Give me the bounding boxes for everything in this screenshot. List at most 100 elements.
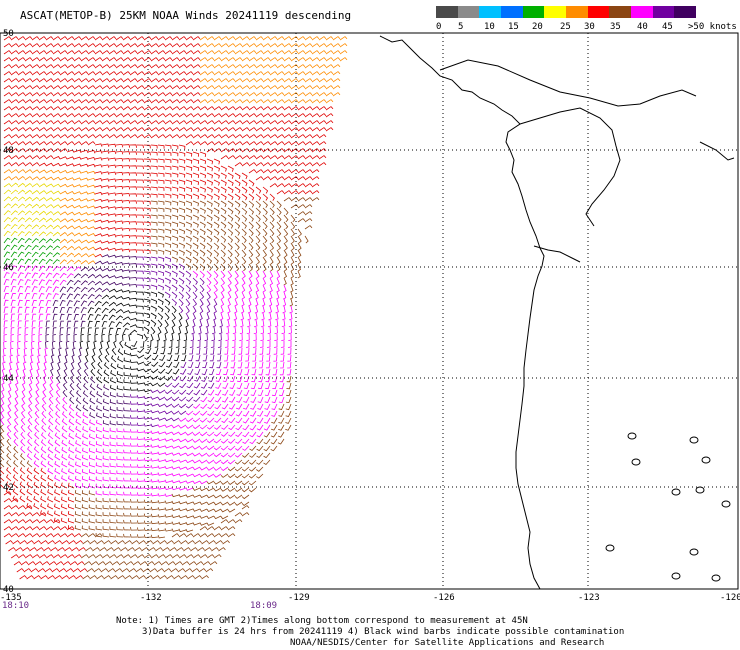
wind-barb — [94, 120, 103, 125]
wind-barb — [136, 513, 145, 517]
wind-barb — [17, 175, 26, 181]
wind-barb — [38, 197, 47, 202]
wind-barb — [136, 436, 145, 440]
wind-barb — [178, 410, 187, 416]
wind-barb — [227, 519, 236, 524]
wind-barb — [290, 113, 299, 118]
wind-barb — [242, 424, 250, 431]
wind-barb — [143, 485, 152, 490]
wind-barb — [185, 480, 194, 484]
wind-barb — [332, 85, 341, 90]
wind-barb — [115, 262, 124, 266]
wind-barb — [248, 92, 257, 97]
wind-barb — [227, 242, 233, 250]
wind-barb — [185, 186, 193, 192]
wind-barb — [62, 389, 68, 398]
wind-barb — [122, 322, 131, 328]
wind-barb — [89, 540, 97, 545]
wind-barb — [115, 92, 124, 97]
wind-barb — [283, 85, 292, 90]
wind-barb — [206, 134, 215, 139]
wind-barb — [10, 334, 14, 341]
wind-barb — [297, 155, 306, 160]
wind-barb — [262, 249, 268, 258]
time-end-label: 18:09 — [250, 601, 278, 611]
wind-barb — [266, 341, 271, 348]
wind-barb — [256, 445, 264, 452]
wind-barb — [206, 298, 211, 307]
wind-barb — [130, 401, 138, 405]
wind-barb — [59, 85, 68, 90]
wind-barb — [54, 575, 62, 580]
wind-barb — [94, 274, 103, 279]
wind-barb — [283, 284, 287, 293]
wind-barb — [80, 225, 89, 230]
wind-barb — [171, 99, 180, 104]
wind-barb — [73, 149, 82, 153]
wind-barb — [75, 440, 82, 447]
wind-barb — [290, 120, 299, 125]
wind-barb — [208, 375, 215, 382]
wind-barb — [38, 293, 45, 300]
wind-barb — [286, 375, 292, 383]
wind-barb — [95, 448, 103, 454]
wind-barb — [95, 469, 103, 475]
wind-barb — [241, 249, 247, 258]
wind-barb — [66, 78, 75, 83]
wind-barb — [80, 134, 89, 139]
wind-barb — [17, 64, 26, 69]
wind-barb — [52, 127, 61, 132]
wind-barb — [143, 464, 152, 469]
wind-barb — [241, 284, 246, 293]
lake-outline — [689, 436, 699, 444]
wind-barb — [6, 445, 12, 454]
wind-barb — [134, 547, 142, 552]
wind-barb — [157, 193, 165, 198]
wind-barb — [173, 540, 181, 545]
wind-barb — [143, 284, 151, 289]
wind-barb — [17, 210, 26, 216]
wind-barb — [38, 50, 47, 55]
wind-barb — [213, 71, 222, 76]
wind-barb — [47, 446, 54, 454]
wind-barb — [45, 141, 54, 146]
wind-barb — [304, 120, 313, 125]
wind-barb — [137, 527, 145, 531]
wind-barb — [192, 249, 199, 257]
wind-barb — [108, 85, 117, 90]
wind-barbs-swath — [0, 36, 348, 580]
wind-barb — [40, 453, 47, 461]
wind-barb — [171, 521, 180, 525]
wind-barb — [209, 561, 218, 566]
wind-barb — [66, 190, 75, 195]
wind-barb — [101, 78, 110, 83]
wind-barb — [122, 50, 131, 55]
wind-barb — [129, 165, 137, 169]
wind-barb — [101, 127, 110, 132]
wind-barb — [263, 459, 271, 466]
wind-barb — [17, 196, 26, 202]
wind-barb — [73, 127, 82, 132]
wind-barb — [115, 289, 124, 293]
wind-barb — [38, 512, 47, 517]
wind-barb — [65, 347, 69, 356]
wind-barb — [80, 320, 86, 328]
wind-barb — [220, 519, 229, 524]
wind-barb — [290, 78, 299, 83]
wind-barb — [31, 57, 40, 62]
wind-barb — [206, 291, 211, 300]
wind-barb — [136, 85, 145, 90]
wind-barb — [129, 193, 137, 197]
wind-barb — [241, 179, 248, 187]
wind-barb — [297, 183, 306, 188]
wind-barb — [54, 468, 61, 475]
wind-barb — [88, 455, 96, 461]
wind-barb — [117, 540, 125, 545]
wind-barb — [77, 361, 82, 370]
wind-barb — [34, 410, 40, 419]
wind-barb — [115, 192, 124, 197]
wind-barb — [143, 395, 152, 400]
wind-barb — [101, 314, 109, 321]
wind-barb — [221, 431, 229, 437]
wind-barb — [64, 361, 68, 370]
